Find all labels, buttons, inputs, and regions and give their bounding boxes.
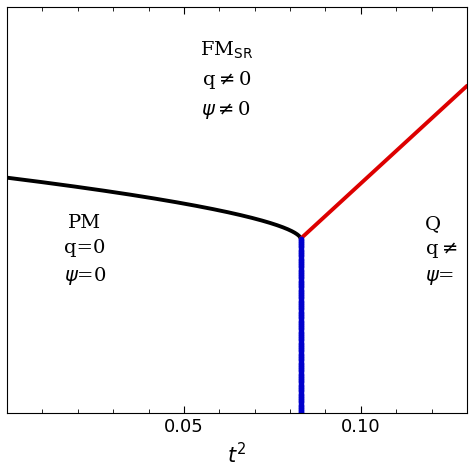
Text: Q
q$\neq$
$\psi$=: Q q$\neq$ $\psi$= xyxy=(425,215,457,287)
X-axis label: $t^2$: $t^2$ xyxy=(227,442,247,467)
Text: PM
q=0
$\psi$=0: PM q=0 $\psi$=0 xyxy=(64,214,106,287)
Text: FM$_{\rm SR}$
q$\neq$0
$\psi$$\neq$0: FM$_{\rm SR}$ q$\neq$0 $\psi$$\neq$0 xyxy=(200,39,253,121)
